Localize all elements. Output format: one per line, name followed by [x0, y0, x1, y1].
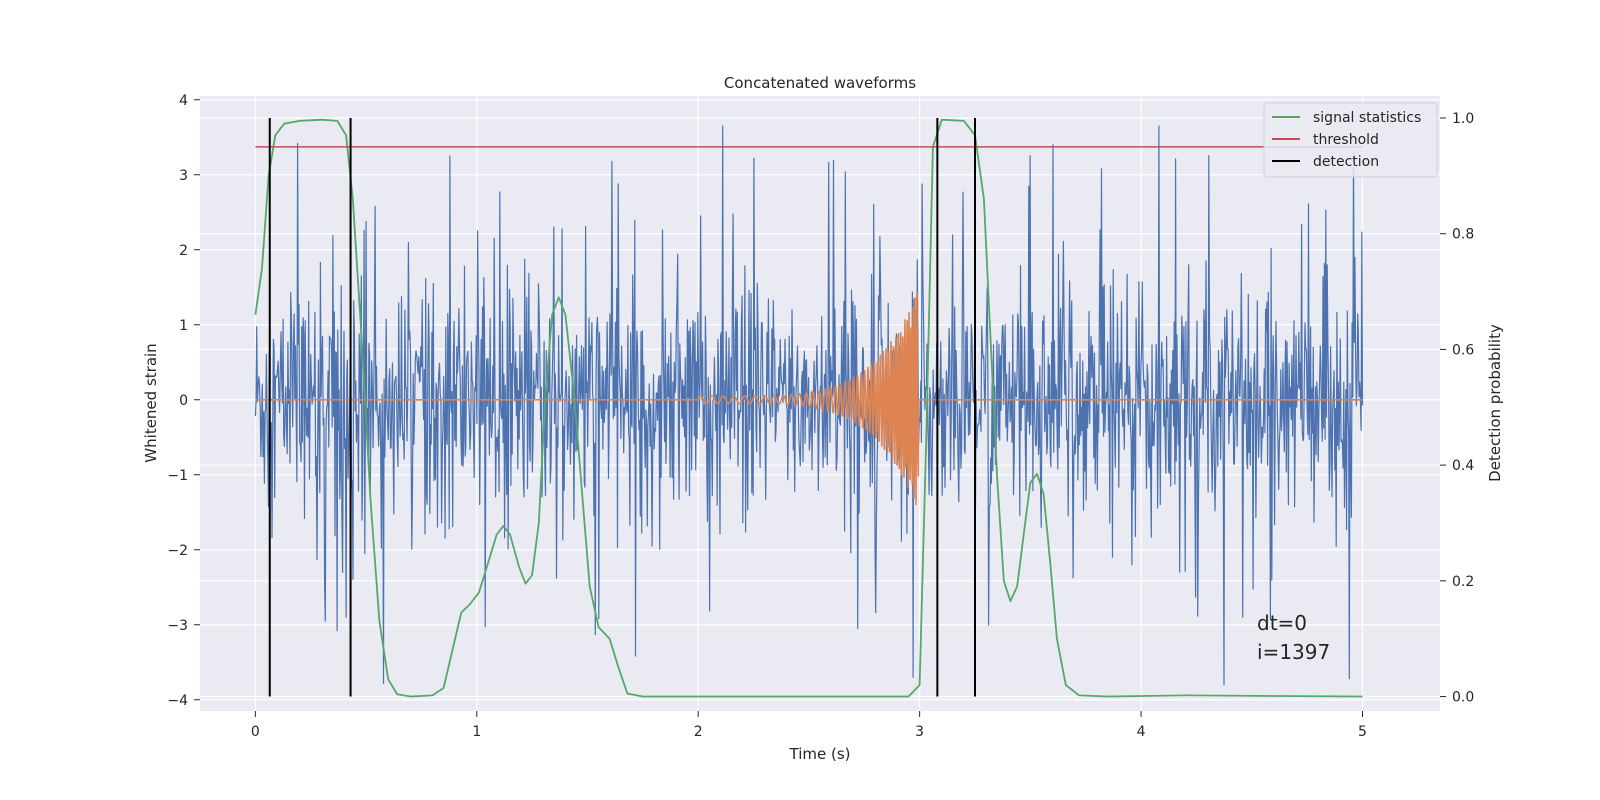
right-y-tick-label: 0.0: [1452, 690, 1474, 706]
x-tick-label: 1: [472, 724, 481, 740]
left-y-tick-label: −1: [167, 468, 188, 484]
x-tick-label: 4: [1137, 724, 1146, 740]
right-y-tick-label: 0.6: [1452, 342, 1474, 358]
detection-series: [268, 117, 976, 697]
gw-injection-series: [255, 292, 1363, 505]
x-axis-ticks: 0 1 2 3 4 5: [251, 711, 1367, 740]
left-y-tick-label: −3: [167, 618, 188, 634]
signal-statistics-line: [254, 118, 1363, 698]
left-y-axis-ticks: −4 −3 −2 −1 0 1 2 3 4: [167, 93, 200, 709]
left-y-tick-label: 3: [179, 168, 188, 184]
legend-label-threshold: threshold: [1313, 132, 1379, 148]
x-tick-label: 3: [915, 724, 924, 740]
right-y-tick-label: 0.2: [1452, 574, 1474, 590]
legend: signal statistics threshold detection: [1263, 102, 1438, 178]
strain-noise-series: [254, 125, 1364, 686]
left-y-tick-label: 4: [179, 93, 188, 109]
strain-noise-line: [254, 125, 1364, 686]
left-y-tick-label: −4: [167, 693, 188, 709]
legend-label-signal-statistics: signal statistics: [1313, 110, 1421, 126]
left-y-tick-label: 1: [179, 318, 188, 334]
chart-title: Concatenated waveforms: [724, 74, 916, 92]
gw-injection-line: [255, 292, 1363, 505]
left-y-tick-label: −2: [167, 543, 188, 559]
annotation-index: i=1397: [1257, 640, 1330, 664]
legend-box: [1263, 102, 1438, 178]
x-axis-label: Time (s): [789, 745, 851, 763]
signal-statistics-series: [254, 118, 1363, 698]
x-tick-label: 0: [251, 724, 260, 740]
legend-label-detection: detection: [1313, 154, 1379, 170]
right-y-tick-label: 0.8: [1452, 227, 1474, 243]
left-y-tick-label: 0: [179, 393, 188, 409]
left-y-axis-label: Whitened strain: [142, 343, 160, 462]
x-tick-label: 5: [1358, 724, 1367, 740]
right-y-tick-label: 1.0: [1452, 111, 1474, 127]
right-y-axis-ticks: 0.0 0.2 0.4 0.6 0.8 1.0: [1440, 111, 1474, 706]
annotation-dt: dt=0: [1257, 611, 1307, 635]
left-y-tick-label: 2: [179, 243, 188, 259]
annotation: dt=0 i=1397: [1257, 611, 1330, 664]
right-y-axis-label: Detection probability: [1486, 324, 1504, 482]
x-tick-label: 2: [694, 724, 703, 740]
right-y-tick-label: 0.4: [1452, 458, 1474, 474]
